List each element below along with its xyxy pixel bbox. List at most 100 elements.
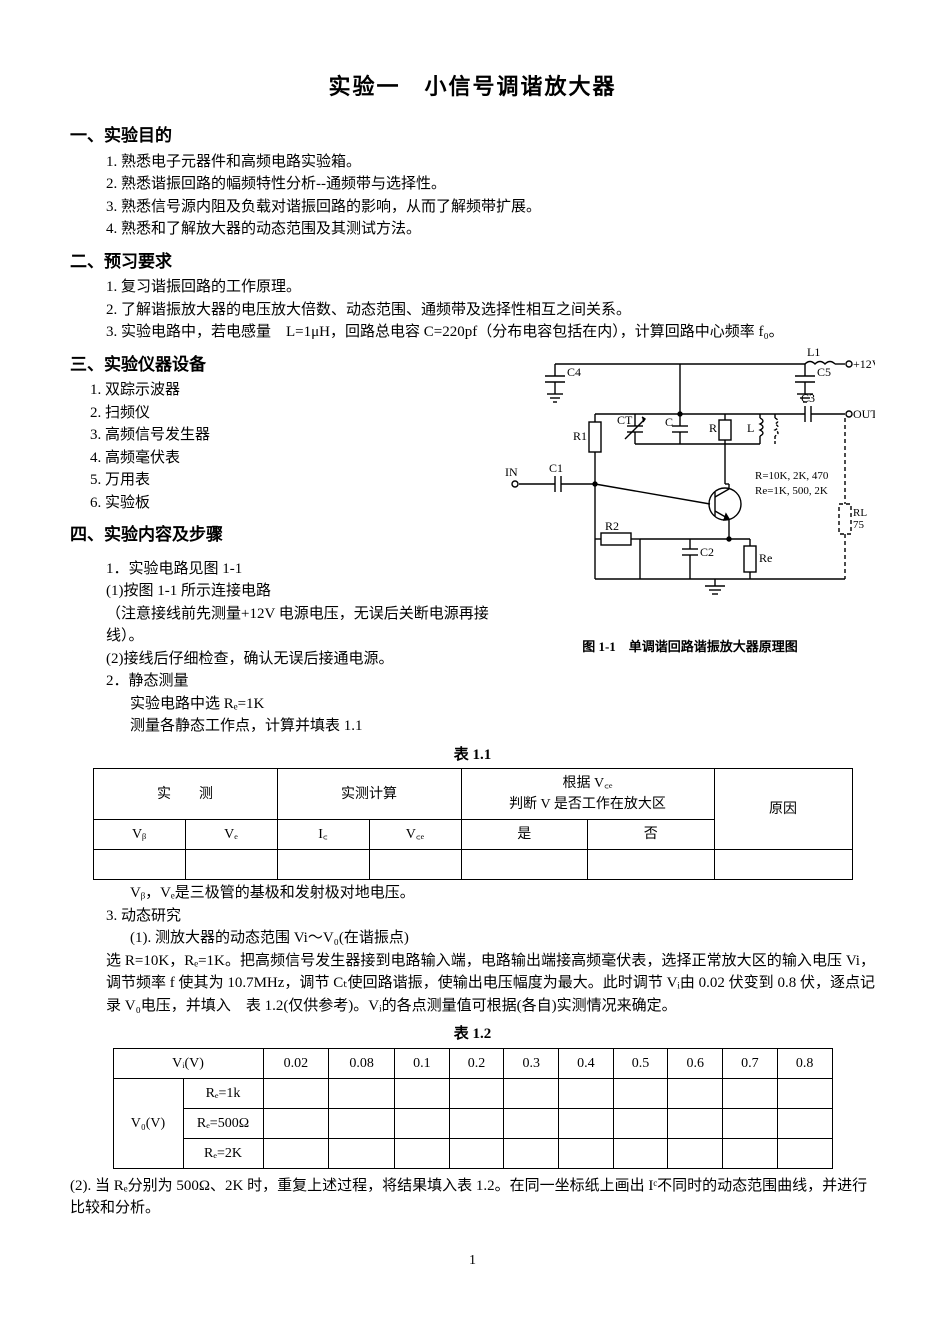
empty-cell: [668, 1108, 723, 1138]
vi-val: 0.7: [723, 1048, 778, 1078]
empty-cell: [504, 1138, 559, 1168]
th-vi: Vᵢ(V): [113, 1048, 263, 1078]
step1-sub1: (1)按图 1-1 所示连接电路: [106, 580, 489, 603]
vi-val: 0.08: [329, 1048, 395, 1078]
empty-cell: [504, 1078, 559, 1108]
vi-val: 0.3: [504, 1048, 559, 1078]
document-title: 实验一 小信号调谐放大器: [70, 70, 875, 103]
empty-cell: [559, 1078, 614, 1108]
vi-val: 0.8: [777, 1048, 832, 1078]
sec1-item: 1. 熟悉电子元器件和高频电路实验箱。: [106, 151, 875, 174]
empty-cell: [613, 1078, 668, 1108]
step3-note: Vᵦ，Vₑ是三极管的基极和发射极对地电压。: [130, 882, 875, 905]
re-row: Rₑ=500Ω: [183, 1108, 263, 1138]
cell-no: 否: [588, 820, 715, 850]
section-2-heading: 二、预习要求: [70, 249, 875, 275]
sec1-item: 4. 熟悉和了解放大器的动态范围及其测试方法。: [106, 218, 875, 241]
empty-cell: [504, 1108, 559, 1138]
cell-ve: Vₑ: [185, 820, 277, 850]
table-1-2: Vᵢ(V) 0.02 0.08 0.1 0.2 0.3 0.4 0.5 0.6 …: [113, 1048, 833, 1169]
empty-cell: [588, 850, 715, 880]
vi-val: 0.4: [559, 1048, 614, 1078]
label-c4: C4: [567, 365, 581, 379]
label-r: R: [709, 421, 717, 435]
cell-yes: 是: [461, 820, 588, 850]
label-note2: Re=1K, 500, 2K: [755, 485, 828, 497]
re-row: Rₑ=2K: [183, 1138, 263, 1168]
table2-caption: 表 1.2: [70, 1023, 875, 1046]
sec2-item: 1. 复习谐振回路的工作原理。: [106, 276, 875, 299]
empty-cell: [449, 1108, 504, 1138]
sec2-item: 3. 实验电路中，若电感量 L=1μH，回路总电容 C=220pf（分布电容包括…: [106, 321, 875, 344]
vi-val: 0.6: [668, 1048, 723, 1078]
step3-sub1: (1). 测放大器的动态范围 Vi～V₀(在谐振点): [130, 927, 875, 950]
label-re: Re: [759, 551, 772, 565]
re-row: Rₑ=1k: [183, 1078, 263, 1108]
cell-vb: Vᵦ: [93, 820, 185, 850]
section-1-heading: 一、实验目的: [70, 123, 875, 149]
empty-cell: [723, 1108, 778, 1138]
label-note1: R=10K, 2K, 470: [755, 470, 829, 482]
vi-val: 0.1: [395, 1048, 450, 1078]
empty-cell: [449, 1078, 504, 1108]
section-3-heading: 三、实验仪器设备: [70, 352, 489, 378]
label-c2: C2: [700, 545, 714, 559]
step1-sub2: (2)接线后仔细检查，确认无误后接通电源。: [106, 648, 489, 671]
sec3-item: 5. 万用表: [90, 469, 489, 492]
empty-cell: [723, 1138, 778, 1168]
label-c5: C5: [817, 365, 831, 379]
empty-cell: [395, 1138, 450, 1168]
page-number: 1: [70, 1250, 875, 1271]
step1-sub1-note: （注意接线前先测量+12V 电源电压，无误后关断电源再接线）。: [106, 603, 489, 648]
sec3-item: 4. 高频毫伏表: [90, 447, 489, 470]
label-r2: R2: [605, 519, 619, 533]
th-calc: 实测计算: [277, 769, 461, 820]
vi-val: 0.02: [263, 1048, 329, 1078]
th-measured: 实 测: [93, 769, 277, 820]
empty-cell: [185, 850, 277, 880]
th-vo: V₀(V): [113, 1078, 183, 1168]
step3-sub2: (2). 当 Rₑ分别为 500Ω、2K 时，重复上述过程，将结果填入表 1.2…: [70, 1175, 875, 1220]
empty-cell: [263, 1078, 329, 1108]
label-l: L: [747, 421, 754, 435]
sec1-item: 2. 熟悉谐振回路的幅频特性分析--通频带与选择性。: [106, 173, 875, 196]
svg-text:75: 75: [853, 519, 865, 531]
label-c3: C3: [801, 391, 815, 405]
empty-cell: [329, 1138, 395, 1168]
vi-val: 0.2: [449, 1048, 504, 1078]
vi-val: 0.5: [613, 1048, 668, 1078]
empty-cell: [449, 1138, 504, 1168]
empty-cell: [613, 1138, 668, 1168]
sec2-item: 2. 了解谐振放大器的电压放大倍数、动态范围、通频带及选择性相互之间关系。: [106, 299, 875, 322]
empty-cell: [395, 1078, 450, 1108]
th-reason: 原因: [714, 769, 852, 850]
empty-cell: [369, 850, 461, 880]
empty-cell: [777, 1108, 832, 1138]
step2-label: 2．静态测量: [106, 670, 875, 693]
section-4-heading: 四、实验内容及步骤: [70, 522, 489, 548]
label-12v: +12V: [853, 357, 875, 371]
label-out: OUT: [853, 407, 875, 421]
empty-cell: [329, 1078, 395, 1108]
sec1-item: 3. 熟悉信号源内阻及负载对谐振回路的影响，从而了解频带扩展。: [106, 196, 875, 219]
empty-cell: [559, 1138, 614, 1168]
empty-cell: [777, 1138, 832, 1168]
cell-vce: V꜀ₑ: [369, 820, 461, 850]
label-rl: RL: [853, 507, 867, 519]
label-in: IN: [505, 465, 518, 479]
empty-cell: [277, 850, 369, 880]
empty-cell: [395, 1108, 450, 1138]
table1-caption: 表 1.1: [70, 744, 875, 767]
label-c1: C1: [549, 461, 563, 475]
label-l1: L1: [807, 345, 820, 359]
cell-ic: I꜀: [277, 820, 369, 850]
circuit-diagram: +12V L1 C4 C5: [505, 344, 875, 624]
empty-cell: [461, 850, 588, 880]
empty-cell: [777, 1078, 832, 1108]
empty-cell: [613, 1108, 668, 1138]
label-r1: R1: [573, 429, 587, 443]
label-ct: CT: [617, 413, 633, 427]
empty-cell: [714, 850, 852, 880]
empty-cell: [668, 1138, 723, 1168]
step1-label: 1．实验电路见图 1-1: [106, 558, 489, 581]
